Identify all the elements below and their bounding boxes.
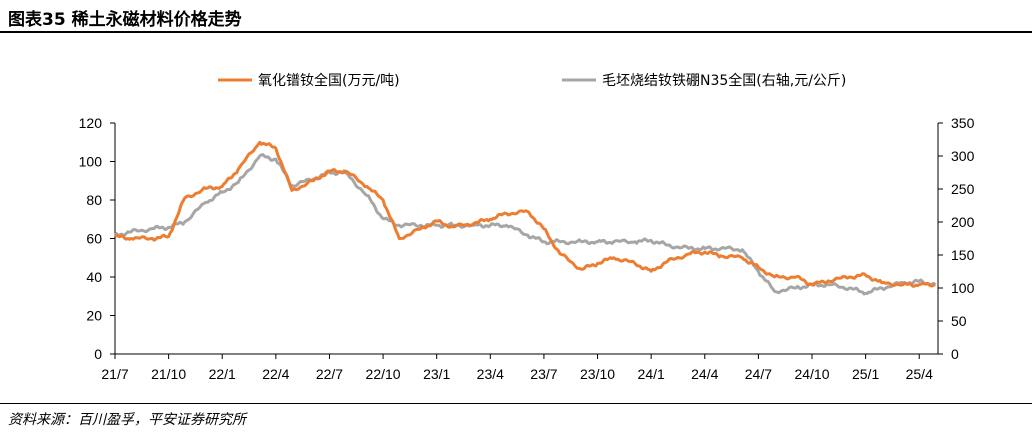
x-tick-label: 22/10 — [366, 366, 401, 382]
y-right-tick-label: 50 — [951, 313, 967, 329]
x-tick-label: 24/4 — [691, 366, 718, 382]
y-right-tick-label: 150 — [951, 247, 975, 263]
y-left-tick-label: 60 — [86, 231, 102, 247]
chart-plot-area — [113, 140, 937, 296]
y-left-tick-label: 100 — [79, 154, 103, 170]
y-left-tick-label: 80 — [86, 192, 102, 208]
y-left-tick-label: 120 — [79, 115, 103, 131]
x-tick-label: 23/10 — [580, 366, 615, 382]
y-left-tick-label: 0 — [94, 346, 102, 362]
chart-legend: 氧化镨钕全国(万元/吨) 毛坯烧结钕铁硼N35全国(右轴,元/公斤) — [218, 72, 846, 89]
footer-rule — [0, 403, 1032, 404]
source-note: 资料来源：百川盈孚，平安证券研究所 — [8, 412, 246, 428]
y-left-tick-label: 20 — [86, 308, 102, 324]
legend-label-prnd-oxide: 氧化镨钕全国(万元/吨) — [258, 72, 400, 89]
y-right-tick-label: 0 — [951, 346, 959, 362]
figure-title: 图表35 稀土永磁材料价格走势 — [8, 10, 242, 30]
x-tick-label: 24/1 — [638, 366, 665, 382]
chart-axes: 0 20 40 60 80 100 120 0 50 100 150 200 250 300 350 21/7… — [79, 115, 975, 382]
y-right-tick-label: 300 — [951, 148, 975, 164]
x-tick-label: 25/1 — [852, 366, 879, 382]
x-tick-label: 22/7 — [316, 366, 343, 382]
y-left-tick-label: 40 — [86, 269, 102, 285]
x-tick-label: 23/1 — [423, 366, 450, 382]
figure-header: 图表35 稀土永磁材料价格走势 — [0, 0, 1032, 34]
x-tick-label: 22/1 — [209, 366, 236, 382]
series-line-ndfeb-n35 — [113, 153, 937, 296]
y-right-tick-label: 100 — [951, 280, 975, 296]
x-tick-label: 23/4 — [477, 366, 504, 382]
x-tick-label: 22/4 — [262, 366, 289, 382]
y-right-tick-label: 250 — [951, 181, 975, 197]
x-tick-label: 21/7 — [101, 366, 128, 382]
price-trend-chart: 氧化镨钕全国(万元/吨) 毛坯烧结钕铁硼N35全国(右轴,元/公斤) 0 20 40… — [79, 72, 975, 382]
x-tick-label: 24/10 — [794, 366, 829, 382]
y-right-tick-label: 350 — [951, 115, 975, 131]
x-tick-label: 25/4 — [906, 366, 933, 382]
header-rule — [0, 31, 1032, 33]
y-right-tick-label: 200 — [951, 214, 975, 230]
x-tick-label: 24/7 — [745, 366, 772, 382]
x-tick-label: 21/10 — [151, 366, 186, 382]
series-line-prnd-oxide — [114, 140, 936, 288]
legend-label-ndfeb-n35: 毛坯烧结钕铁硼N35全国(右轴,元/公斤) — [602, 72, 846, 89]
x-tick-label: 23/7 — [530, 366, 557, 382]
